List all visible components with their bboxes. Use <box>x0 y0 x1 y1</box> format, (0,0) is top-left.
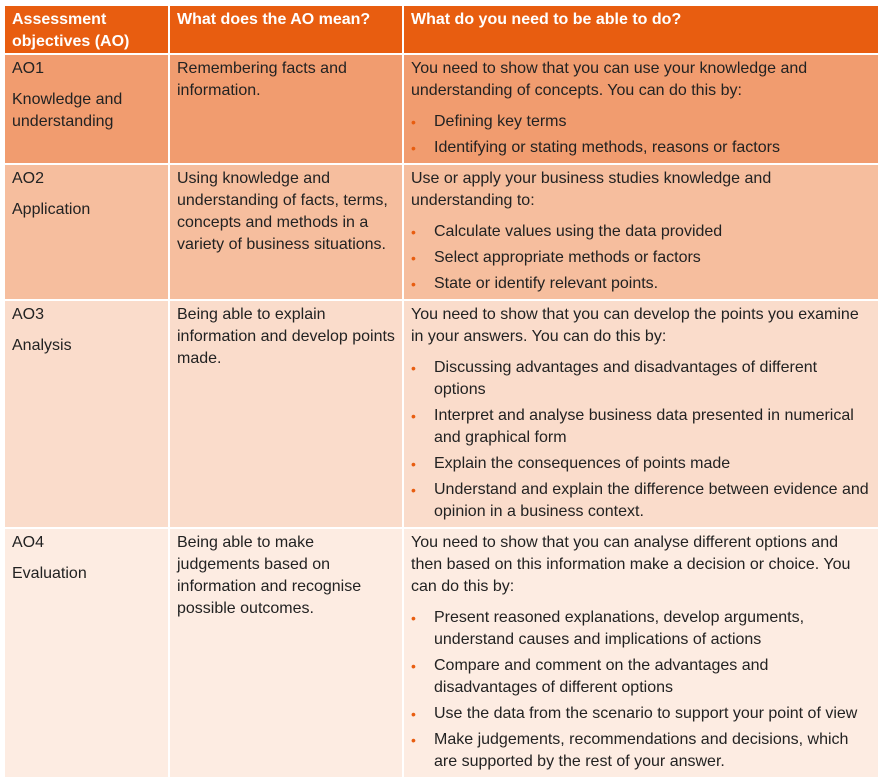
ao-code: AO1 <box>12 60 45 77</box>
meaning-cell: Being able to explain information and de… <box>170 301 402 527</box>
header-row: Assessment objectives (AO) What does the… <box>5 6 878 53</box>
bullet-icon: • <box>411 140 416 156</box>
ao-name: Analysis <box>12 337 72 354</box>
meaning-cell: Remembering facts and information. <box>170 55 402 163</box>
requirements-cell: You need to show that you can develop th… <box>404 301 878 527</box>
bullet-icon: • <box>411 360 416 376</box>
bullet-icon: • <box>411 706 416 722</box>
list-item: • Identifying or stating methods, reasons… <box>411 137 872 159</box>
bullet-list: • Discussing advantages and disadvantages… <box>411 357 872 523</box>
bullet-icon: • <box>411 224 416 240</box>
bullet-icon: • <box>411 276 416 292</box>
bullet-icon: • <box>411 658 416 674</box>
header-objectives: Assessment objectives (AO) <box>5 6 168 53</box>
table-row: AO4 Evaluation Being able to make judgeme… <box>5 529 878 777</box>
objective-cell: AO2 Application <box>5 165 168 299</box>
header-meaning: What does the AO mean? <box>170 6 402 53</box>
table-row: AO2 Application Using knowledge and under… <box>5 165 878 299</box>
list-item: • Understand and explain the difference b… <box>411 481 869 520</box>
list-item: • State or identify relevant points. <box>411 273 872 295</box>
bullet-list: • Defining key terms • Identifying or stat… <box>411 111 872 159</box>
list-item: • Present reasoned explanations, develop … <box>411 609 805 648</box>
list-item: • Interpret and analyse business data pre… <box>411 407 854 446</box>
table-row: AO3 Analysis Being able to explain inform… <box>5 301 878 527</box>
ao-name: Evaluation <box>12 565 87 582</box>
intro-text: You need to show that you can use your k… <box>411 60 808 99</box>
intro-text: Use or apply your business studies knowl… <box>411 170 772 209</box>
list-item: • Make judgements, recommendations and de… <box>411 731 849 770</box>
intro-text: You need to show that you can develop th… <box>411 306 859 345</box>
list-item: • Discussing advantages and disadvantages… <box>411 359 818 398</box>
list-item: • Explain the consequences of points made <box>411 453 872 475</box>
list-item: • Calculate values using the data provide… <box>411 221 872 243</box>
ao-name: Application <box>12 201 91 218</box>
list-item: • Use the data from the scenario to suppo… <box>411 703 872 725</box>
objective-cell: AO4 Evaluation <box>5 529 168 777</box>
list-item: • Defining key terms <box>411 111 872 133</box>
list-item: • Select appropriate methods or factors <box>411 247 872 269</box>
objective-cell: AO1 Knowledge and understanding <box>5 55 168 163</box>
header-requirements: What do you need to be able to do? <box>404 6 878 53</box>
bullet-icon: • <box>411 250 416 266</box>
requirements-cell: You need to show that you can analyse di… <box>404 529 878 777</box>
ao-code: AO2 <box>12 170 45 187</box>
bullet-icon: • <box>411 732 416 748</box>
meaning-cell: Being able to make judgements based on i… <box>170 529 402 777</box>
list-item: • Compare and comment on the advantages a… <box>411 657 769 696</box>
requirements-cell: Use or apply your business studies knowl… <box>404 165 878 299</box>
ao-name: Knowledge and understanding <box>12 91 123 130</box>
meaning-cell: Using knowledge and understanding of fac… <box>170 165 402 299</box>
bullet-icon: • <box>411 610 416 626</box>
objective-cell: AO3 Analysis <box>5 301 168 527</box>
table-row: AO1 Knowledge and understanding Rememberi… <box>5 55 878 163</box>
intro-text: You need to show that you can analyse di… <box>411 534 851 595</box>
bullet-list: • Calculate values using the data provide… <box>411 221 872 295</box>
ao-code: AO4 <box>12 534 45 551</box>
bullet-icon: • <box>411 482 416 498</box>
bullet-icon: • <box>411 408 416 424</box>
bullet-icon: • <box>411 456 416 472</box>
assessment-objectives-table: Assessment objectives (AO) What does the… <box>3 4 880 779</box>
bullet-list: • Present reasoned explanations, develop … <box>411 607 872 773</box>
bullet-icon: • <box>411 114 416 130</box>
ao-code: AO3 <box>12 306 45 323</box>
requirements-cell: You need to show that you can use your k… <box>404 55 878 163</box>
